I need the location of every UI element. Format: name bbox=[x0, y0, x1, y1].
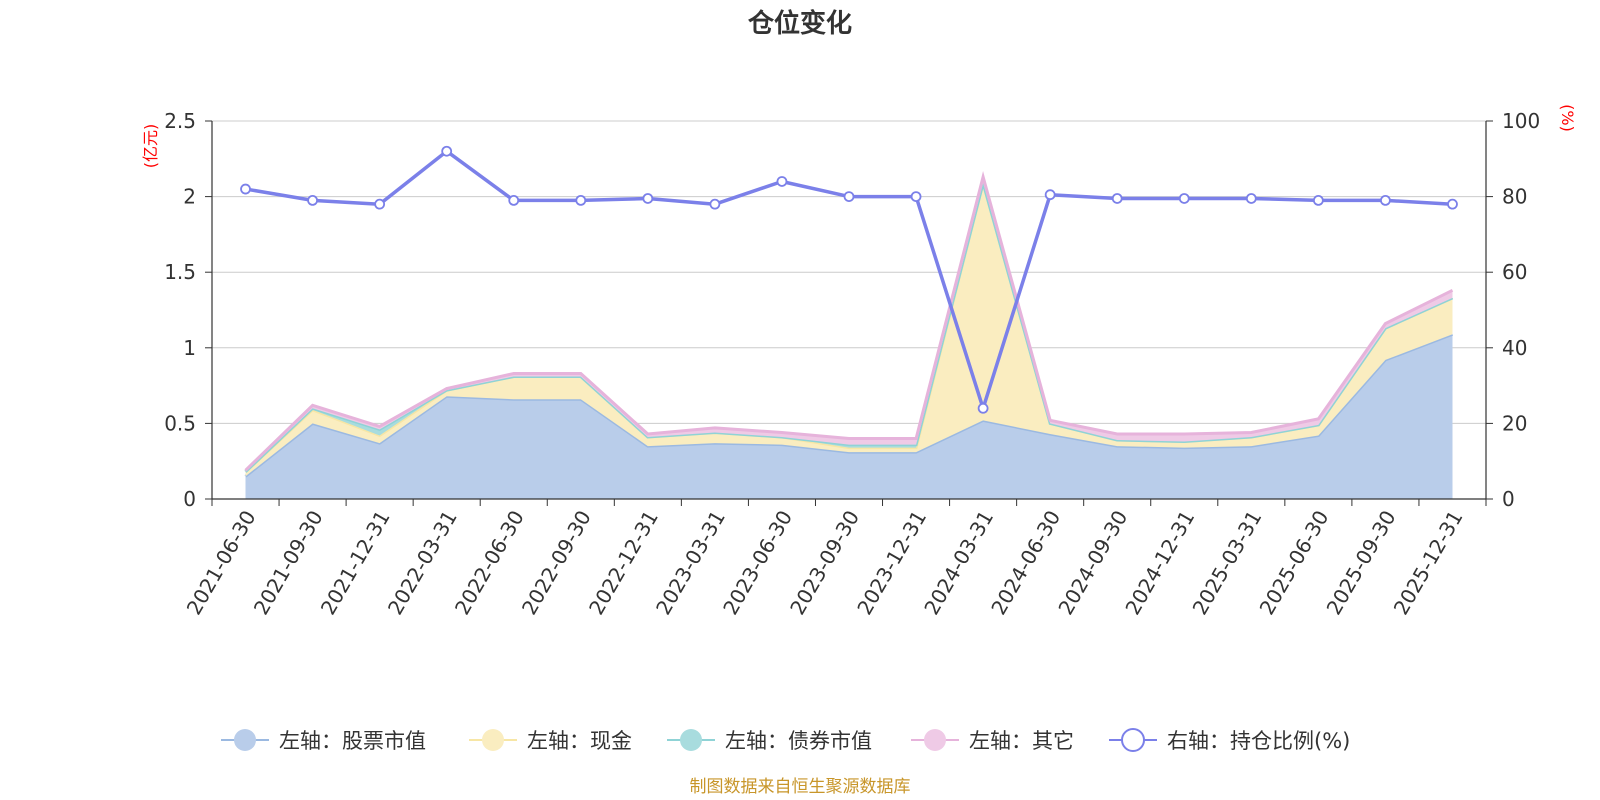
legend-marker bbox=[924, 729, 946, 751]
x-axis-tick-label: 2021-06-30 bbox=[182, 506, 261, 619]
ratio-point bbox=[374, 198, 386, 210]
x-axis-tick-label: 2023-06-30 bbox=[718, 506, 797, 619]
ratio-point bbox=[910, 191, 922, 203]
area-edge-左轴：其它 bbox=[244, 171, 1454, 472]
legend-marker bbox=[234, 729, 256, 751]
area-左轴：股票市值 bbox=[245, 334, 1453, 499]
left-axis-tick-label: 0 bbox=[183, 487, 196, 511]
chart-title: 仓位变化 bbox=[747, 8, 852, 39]
left-axis-unit: (亿元) bbox=[141, 124, 160, 169]
legend-label: 左轴：现金 bbox=[527, 729, 632, 753]
legend-item: 右轴：持仓比例(%) bbox=[1109, 728, 1350, 753]
left-axis-tick-label: 0.5 bbox=[164, 411, 196, 435]
ratio-point bbox=[1044, 189, 1056, 201]
legend-item: 左轴：股票市值 bbox=[221, 729, 426, 753]
x-axis-tick-label: 2023-03-31 bbox=[651, 506, 730, 619]
right-axis-tick-label: 40 bbox=[1502, 336, 1527, 360]
left-axis-tick-label: 1 bbox=[183, 336, 196, 360]
x-axis-tick-label: 2025-09-30 bbox=[1322, 506, 1401, 619]
left-axis-tick-label: 2.5 bbox=[164, 109, 196, 133]
x-axis-tick-label: 2025-03-31 bbox=[1188, 506, 1267, 619]
legend-marker bbox=[1121, 728, 1145, 752]
right-axis-tick-label: 20 bbox=[1502, 411, 1527, 435]
legend-marker bbox=[482, 729, 504, 751]
holding-ratio-line bbox=[240, 145, 1458, 414]
ratio-point bbox=[1111, 193, 1123, 204]
grid-lines bbox=[212, 120, 1486, 424]
x-axis-tick-label: 2023-12-31 bbox=[852, 506, 931, 619]
source-note: 制图数据来自恒生聚源数据库 bbox=[690, 777, 911, 797]
x-axis-tick-label: 2023-09-30 bbox=[785, 506, 864, 619]
ratio-point bbox=[575, 194, 587, 206]
right-axis-tick-label: 60 bbox=[1502, 260, 1527, 284]
axes: 0 0.5 1 1.5 2 2.5 0 20 40 60 80 100 2021-06-302021-0… bbox=[164, 109, 1540, 619]
x-axis-tick-label: 2022-06-30 bbox=[450, 506, 529, 619]
legend-marker bbox=[680, 729, 702, 751]
x-axis-tick-label: 2025-12-31 bbox=[1389, 506, 1468, 619]
ratio-point bbox=[642, 193, 654, 204]
x-axis-tick-label: 2021-09-30 bbox=[249, 506, 328, 619]
right-axis-tick-label: 80 bbox=[1502, 185, 1527, 209]
legend-label: 右轴：持仓比例(%) bbox=[1167, 729, 1350, 753]
x-axis-tick-label: 2024-09-30 bbox=[1053, 506, 1132, 619]
legend: 左轴：股票市值 左轴：现金 左轴：债券市值 左轴：其它 右轴：持仓比例(%) bbox=[221, 728, 1350, 753]
stacked-areas bbox=[244, 171, 1454, 499]
x-axis-tick-label: 2024-03-31 bbox=[919, 506, 998, 619]
ratio-point bbox=[1245, 193, 1257, 204]
ratio-point bbox=[977, 402, 989, 414]
ratio-point bbox=[240, 183, 251, 195]
right-axis-tick-label: 100 bbox=[1502, 109, 1540, 133]
left-axis-tick-label: 1.5 bbox=[164, 260, 196, 284]
legend-item: 左轴：现金 bbox=[469, 729, 632, 753]
ratio-point bbox=[843, 191, 855, 203]
ratio-point bbox=[1380, 194, 1391, 206]
ratio-point bbox=[1447, 198, 1458, 210]
legend-label: 左轴：股票市值 bbox=[279, 729, 426, 753]
x-axis-tick-label: 2021-12-31 bbox=[316, 506, 395, 619]
x-axis-tick-label: 2024-06-30 bbox=[986, 506, 1065, 619]
x-axis-tick-label: 2024-12-31 bbox=[1120, 506, 1199, 619]
right-axis-unit: (%) bbox=[1558, 104, 1577, 132]
x-axis-tick-label: 2025-06-30 bbox=[1255, 506, 1334, 619]
ratio-point bbox=[1312, 194, 1324, 206]
legend-item: 左轴：其它 bbox=[911, 729, 1074, 753]
x-axis-tick-label: 2022-12-31 bbox=[584, 506, 663, 619]
ratio-line-path bbox=[245, 149, 1453, 411]
ratio-point bbox=[508, 194, 520, 206]
ratio-point bbox=[307, 194, 318, 206]
right-axis-tick-label: 0 bbox=[1502, 487, 1515, 511]
legend-item: 左轴：债券市值 bbox=[667, 729, 872, 753]
ratio-point bbox=[441, 145, 453, 157]
ratio-point bbox=[1178, 193, 1190, 204]
left-axis-tick-label: 2 bbox=[183, 185, 196, 209]
ratio-point bbox=[776, 176, 788, 187]
x-axis-tick-label: 2022-09-30 bbox=[517, 506, 596, 619]
ratio-point bbox=[709, 198, 721, 210]
legend-label: 左轴：其它 bbox=[969, 729, 1074, 753]
x-axis-tick-label: 2022-03-31 bbox=[383, 506, 462, 619]
legend-label: 左轴：债券市值 bbox=[725, 729, 872, 753]
